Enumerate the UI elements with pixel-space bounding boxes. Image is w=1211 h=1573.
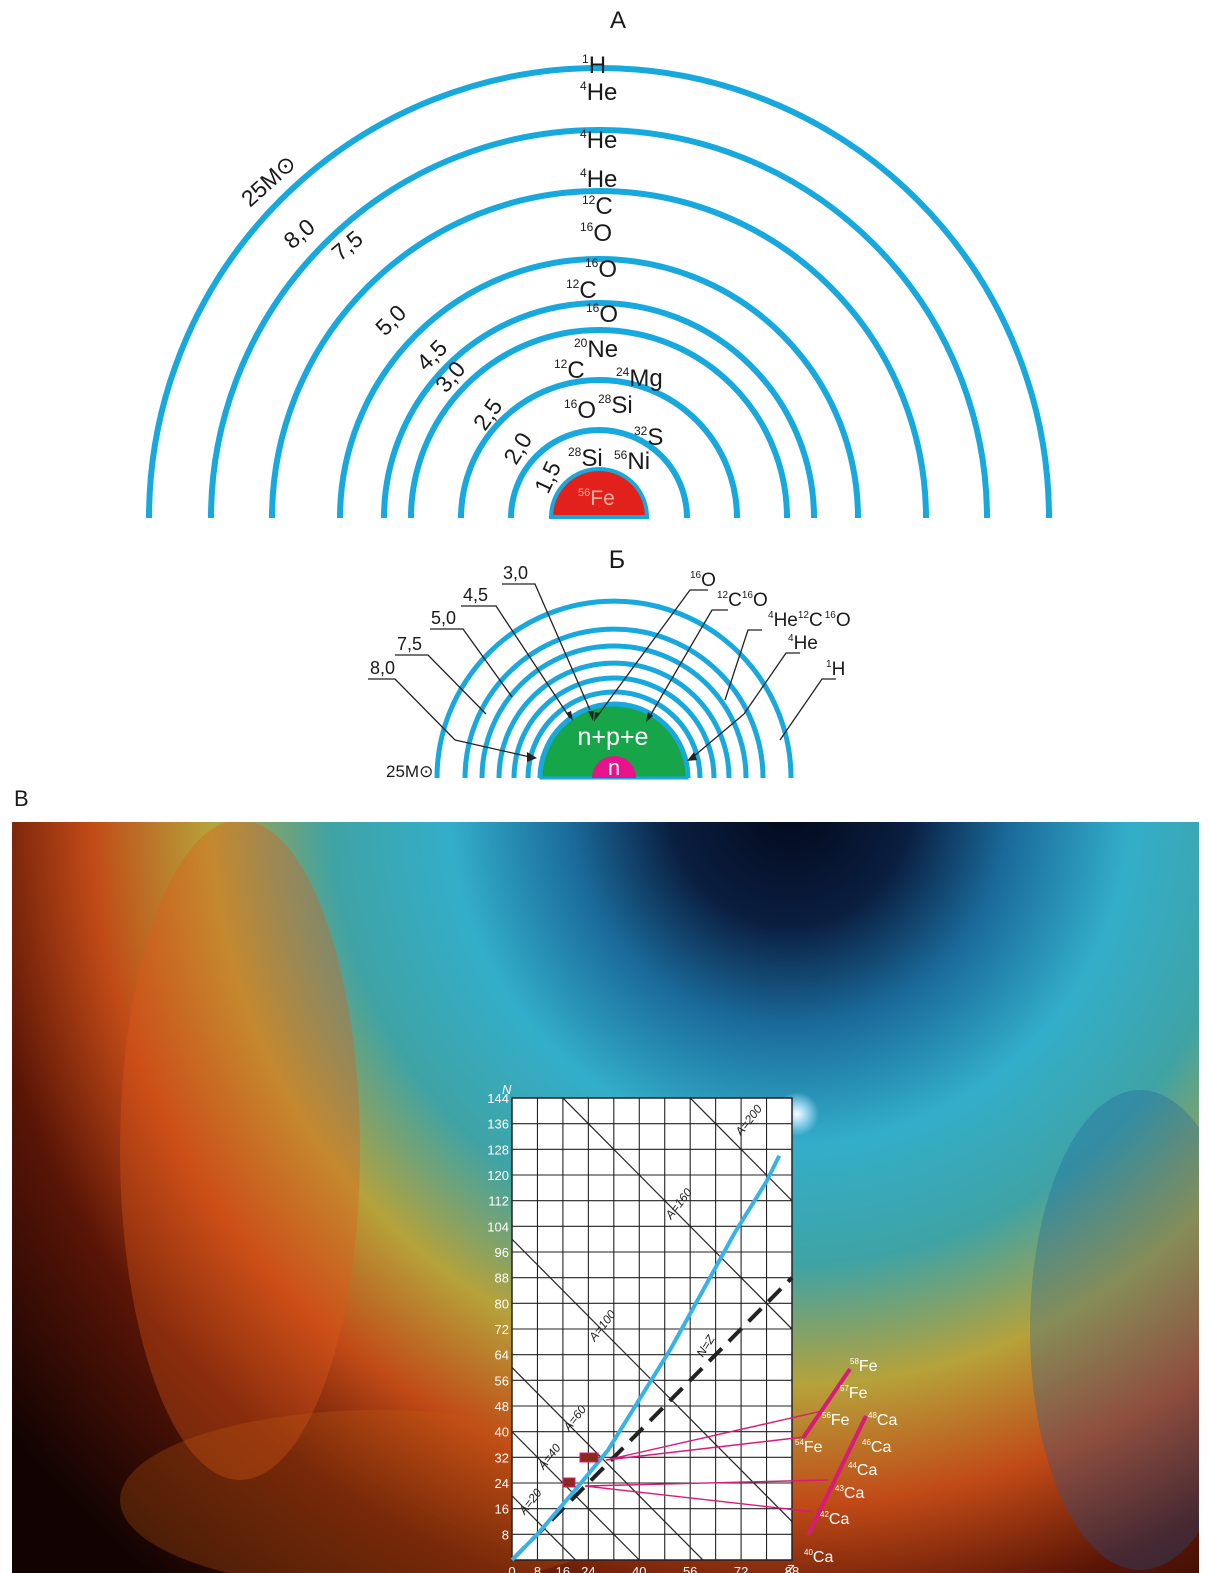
y-tick-label: 88 <box>495 1271 509 1286</box>
chart-grid <box>512 1098 792 1560</box>
b-left-label: 5,0 <box>431 608 456 628</box>
panel-v-label: В <box>14 786 29 811</box>
x-tick-label: 40 <box>632 1564 646 1573</box>
b-left-label: 8,0 <box>370 658 395 678</box>
mass-label: 2,5 <box>468 394 508 435</box>
y-tick-label: 48 <box>495 1399 509 1414</box>
remnant-label: n+p+e <box>578 723 649 751</box>
isobar-line <box>512 1366 704 1560</box>
isotope-label: 46Ca <box>862 1438 891 1456</box>
y-tick-label: 64 <box>495 1348 509 1363</box>
b-right-label: 1H <box>826 659 845 680</box>
mass-label: 7,5 <box>327 225 368 265</box>
b-right-label: 4He12C 16O <box>768 610 851 631</box>
isobar-line <box>562 1098 792 1330</box>
isotope-label: 48Ca <box>868 1411 897 1429</box>
y-tick-label: 144 <box>487 1091 509 1106</box>
isotope-label: 43Ca <box>835 1484 864 1502</box>
b-right-label: 4He <box>788 633 818 654</box>
isotope-label: 12C <box>582 193 613 220</box>
isotope-label: 12C <box>554 357 585 384</box>
isobar-line <box>512 1494 577 1560</box>
y-tick-label: 80 <box>495 1296 509 1311</box>
isobar-line <box>512 1238 792 1523</box>
isotope-label: 20Ne <box>574 336 618 363</box>
isotope-label: 54Fe <box>795 1438 823 1456</box>
isotope-label: 1H <box>582 52 606 79</box>
y-axis-title: N <box>502 1082 512 1097</box>
x-tick-label: 8 <box>534 1564 541 1573</box>
panel-b-label: Б <box>609 546 625 574</box>
mass-label: 25M⊙ <box>386 762 433 781</box>
x-axis-title: Z <box>785 1562 795 1573</box>
isotope-label: 16O <box>586 301 618 328</box>
isotope-label: 56Fe <box>822 1411 850 1429</box>
isotope-label: 4He <box>580 127 617 154</box>
y-tick-label: 72 <box>495 1322 509 1337</box>
panel-a: 25M⊙ 8,0 7,5 5,0 4,5 3,0 2,5 2,0 1,5 1H … <box>146 52 1052 519</box>
y-tick-label: 40 <box>495 1425 509 1440</box>
panel-b: n+p+e n 25M⊙ 8 <box>368 563 851 781</box>
y-tick-label: 136 <box>487 1117 509 1132</box>
isotope-label: 44Ca <box>848 1461 877 1479</box>
b-right-label: 12C16O <box>717 590 768 611</box>
mass-label: 8,0 <box>279 213 320 253</box>
isotope-label: 28Si <box>598 392 633 419</box>
mass-label: 25M⊙ <box>236 150 301 212</box>
x-tick-label: 0 <box>508 1564 515 1573</box>
y-tick-label: 24 <box>495 1476 509 1491</box>
isotope-label: 56Ni <box>614 448 650 475</box>
isotope-label: 12C <box>566 277 597 304</box>
y-tick-label: 96 <box>495 1245 509 1260</box>
b-right-label: 16O <box>690 570 716 591</box>
isobar-lines <box>512 1098 792 1560</box>
isotope-label: 42Ca <box>820 1510 849 1528</box>
stability-line <box>510 1154 782 1562</box>
x-tick-label: 16 <box>556 1564 570 1573</box>
isotope-label: 16O <box>580 220 612 247</box>
y-tick-label: 8 <box>502 1527 509 1542</box>
n-equals-z-line <box>510 1276 794 1562</box>
isotope-label: 28Si <box>568 445 603 472</box>
y-tick-label: 104 <box>487 1219 509 1234</box>
b-left-label: 3,0 <box>503 563 528 583</box>
isotope-label: 58Fe <box>850 1357 878 1375</box>
b-left-label: 7,5 <box>397 634 422 654</box>
core-label: 56Fe <box>578 487 615 510</box>
isobar-line <box>512 1430 641 1560</box>
x-tick-label: 56 <box>683 1564 697 1573</box>
neutron-core-label: n <box>608 755 620 780</box>
x-tick-label: 72 <box>734 1564 748 1573</box>
isotope-label: 16O <box>585 256 617 283</box>
panel-a-label: А <box>610 7 626 34</box>
isotope-label: 4He <box>580 166 617 193</box>
isotope-bars: 58Fe 57Fe 56Fe 48Ca 54Fe 46Ca 44Ca 43Ca … <box>562 1357 897 1566</box>
y-tick-label: 112 <box>488 1194 509 1209</box>
isotope-label: 16O <box>564 397 596 424</box>
y-tick-label: 56 <box>495 1373 509 1388</box>
y-tick-label: 32 <box>495 1450 509 1465</box>
b-left-label: 4,5 <box>463 585 488 605</box>
isotope-label: 32S <box>634 424 663 451</box>
y-tick-label: 128 <box>487 1142 509 1157</box>
isotope-label: 4He <box>580 79 617 106</box>
isotope-label: 57Fe <box>840 1384 868 1402</box>
isotope-label: 24Mg <box>616 365 663 392</box>
y-tick-label: 16 <box>495 1502 509 1517</box>
x-tick-label: 88 <box>785 1564 799 1573</box>
nuclide-chart: 8162432404856647280889610411212012813614… <box>487 1082 799 1573</box>
y-tick-label: 120 <box>487 1168 509 1183</box>
isotope-label: 40Ca <box>804 1548 833 1566</box>
x-tick-label: 24 <box>581 1564 595 1573</box>
mass-label: 5,0 <box>370 300 411 341</box>
